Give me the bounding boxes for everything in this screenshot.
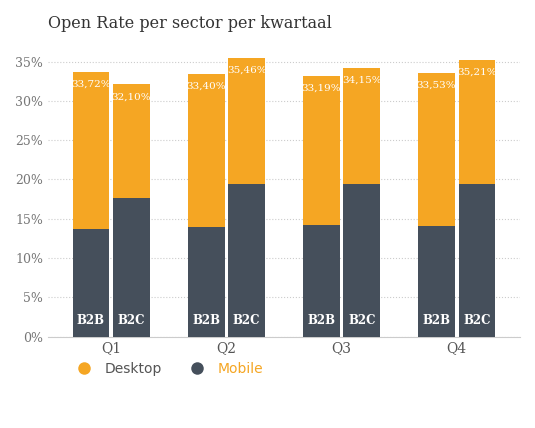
Bar: [303, 76, 340, 225]
Text: B2B: B2B: [77, 314, 105, 327]
Text: B2C: B2C: [348, 314, 376, 327]
Bar: [113, 198, 150, 336]
Bar: [228, 184, 265, 336]
Bar: [188, 226, 225, 336]
Text: 32,10%: 32,10%: [112, 92, 151, 101]
Legend: Desktop, Mobile: Desktop, Mobile: [64, 356, 269, 381]
Text: B2C: B2C: [233, 314, 261, 327]
Bar: [458, 60, 495, 184]
Text: 33,40%: 33,40%: [186, 82, 226, 91]
Bar: [303, 225, 340, 336]
Bar: [343, 68, 380, 184]
Text: Open Rate per sector per kwartaal: Open Rate per sector per kwartaal: [48, 15, 332, 32]
Bar: [343, 184, 380, 336]
Bar: [228, 58, 265, 184]
Text: 34,15%: 34,15%: [342, 76, 381, 85]
Bar: [73, 71, 109, 229]
Text: B2C: B2C: [463, 314, 491, 327]
Bar: [188, 74, 225, 226]
Bar: [418, 73, 455, 226]
Bar: [458, 184, 495, 336]
Text: 33,19%: 33,19%: [301, 83, 341, 92]
Text: 33,53%: 33,53%: [417, 81, 456, 90]
Bar: [113, 84, 150, 198]
Text: B2B: B2B: [192, 314, 220, 327]
Bar: [73, 229, 109, 336]
Text: 33,72%: 33,72%: [71, 80, 111, 89]
Text: 35,46%: 35,46%: [227, 66, 266, 75]
Text: B2C: B2C: [118, 314, 145, 327]
Text: 35,21%: 35,21%: [457, 68, 496, 77]
Text: B2B: B2B: [423, 314, 450, 327]
Text: B2B: B2B: [307, 314, 335, 327]
Bar: [418, 226, 455, 336]
